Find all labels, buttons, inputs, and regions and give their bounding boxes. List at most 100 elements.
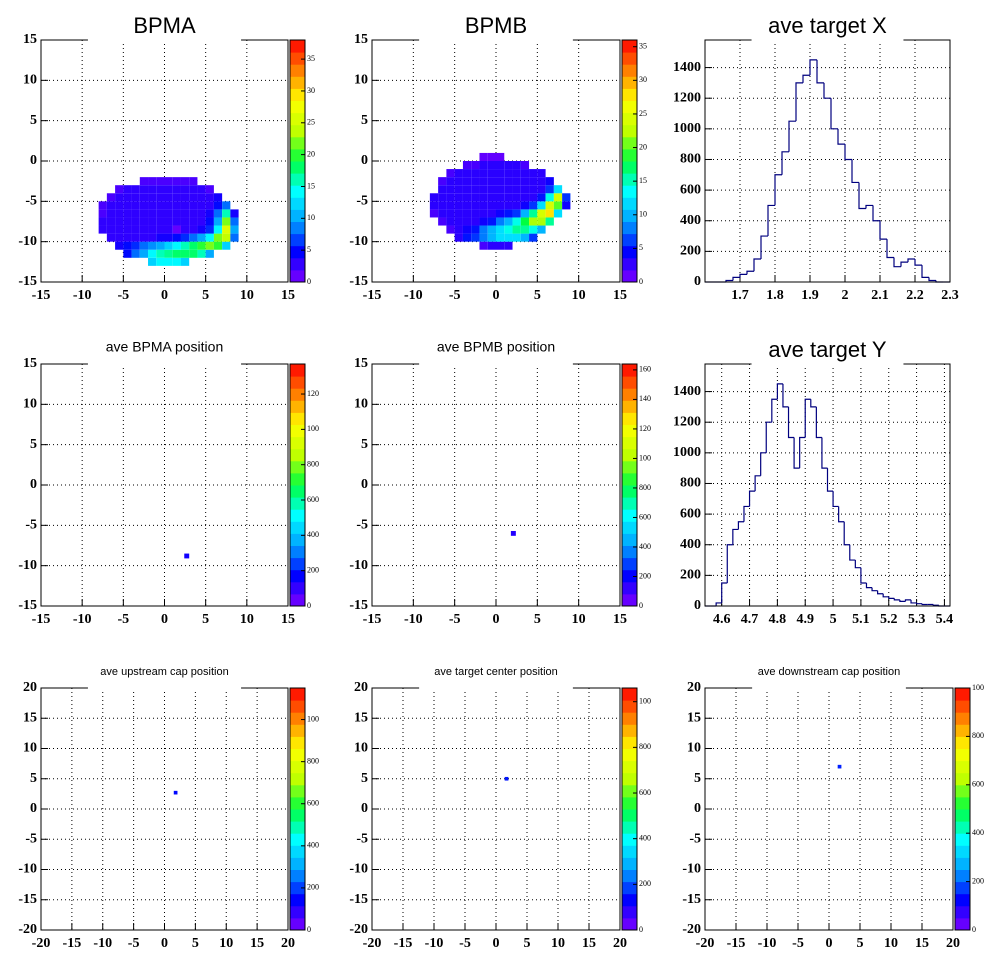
cell [529, 233, 538, 242]
histogram-bin [928, 277, 936, 282]
color-bar-band [290, 124, 305, 138]
color-bar-band [955, 736, 970, 749]
histogram-bin [899, 599, 906, 603]
y-tick-label: 10 [354, 397, 368, 412]
cell [131, 225, 140, 234]
cell [454, 209, 463, 218]
y-tick-label: -15 [18, 274, 37, 289]
cell [205, 193, 214, 202]
cell [189, 217, 198, 226]
cell [429, 209, 439, 218]
histogram-bin [865, 204, 873, 209]
z-tick-label: 600 [639, 788, 651, 797]
z-tick-label: 35 [307, 54, 315, 63]
x-tick-label: 15 [281, 612, 295, 627]
y-tick-label: 0 [30, 801, 37, 816]
color-bar-band [622, 64, 637, 77]
histogram-bin [760, 235, 768, 260]
z-tick-label: 0 [639, 277, 643, 286]
color-bar-band [290, 173, 305, 186]
x-tick-label: 15 [613, 288, 627, 303]
cell [156, 241, 165, 250]
cell [462, 185, 472, 194]
cell [156, 185, 165, 194]
cell [197, 185, 206, 194]
cell [156, 233, 165, 242]
x-tick-label: -15 [363, 612, 382, 627]
cell [462, 209, 472, 218]
cell [189, 201, 198, 210]
title-box [419, 656, 573, 690]
cell [504, 217, 513, 226]
cell [139, 249, 149, 258]
cell [131, 185, 140, 194]
cell [148, 177, 157, 186]
y-tick-label: 400 [680, 213, 701, 228]
cell [106, 201, 116, 210]
cell [148, 193, 157, 202]
z-tick-label: 160 [639, 365, 651, 374]
cell [496, 209, 505, 218]
x-tick-label: 0 [161, 612, 168, 627]
color-bar-band [622, 136, 637, 150]
color-bar-band [290, 88, 305, 101]
cell [123, 233, 132, 242]
y-tick-label: -10 [349, 234, 368, 249]
cell [115, 225, 124, 234]
x-tick-label: -20 [32, 936, 51, 951]
z-tick-label: 100 [972, 683, 984, 692]
cell [471, 225, 480, 234]
color-bar-band [622, 569, 637, 583]
cell [189, 241, 198, 250]
cell [131, 217, 140, 226]
histogram-bin [921, 265, 929, 279]
cell [504, 193, 513, 202]
color-bar-band [955, 724, 970, 737]
cell [504, 169, 513, 178]
cell [512, 225, 521, 234]
cell [512, 185, 521, 194]
x-tick-label: -10 [404, 288, 423, 303]
histogram-bin [787, 406, 795, 439]
z-tick-label: 200 [972, 876, 984, 885]
cell [164, 177, 173, 186]
cell [471, 161, 480, 170]
color-bar-band [290, 557, 305, 571]
color-bar-band [290, 233, 305, 247]
cell [222, 225, 231, 234]
color-bar-band [622, 724, 637, 737]
color-bar-band [622, 497, 637, 510]
y-tick-label: 0 [30, 477, 37, 492]
histogram-bin [854, 560, 861, 569]
cell [446, 169, 455, 178]
color-bar-band [622, 400, 637, 413]
cell [173, 790, 178, 795]
histogram-bin [799, 436, 806, 469]
cell [471, 217, 480, 226]
color-bar-band [290, 412, 305, 425]
histogram-bin [879, 220, 887, 240]
cell [164, 249, 173, 258]
cell [213, 217, 223, 226]
y-tick-label: -5 [356, 518, 368, 533]
cell [106, 225, 116, 234]
cell [164, 209, 173, 218]
cell [504, 776, 509, 781]
color-bar-band [622, 736, 637, 749]
cell [471, 201, 480, 210]
z-tick-label: 120 [639, 424, 651, 433]
color-bar-band [290, 497, 305, 510]
cell [131, 201, 140, 210]
cell [446, 193, 455, 202]
cell [471, 169, 480, 178]
cell [562, 193, 571, 202]
color-bar-band [290, 869, 305, 883]
cell [148, 217, 157, 226]
y-tick-label: 0 [694, 801, 701, 816]
y-tick-label: -5 [25, 518, 37, 533]
cell [446, 225, 455, 234]
y-tick-label: 15 [354, 32, 368, 47]
y-tick-label: 15 [23, 710, 37, 725]
y-tick-label: 0 [694, 598, 701, 613]
cell [172, 233, 181, 242]
